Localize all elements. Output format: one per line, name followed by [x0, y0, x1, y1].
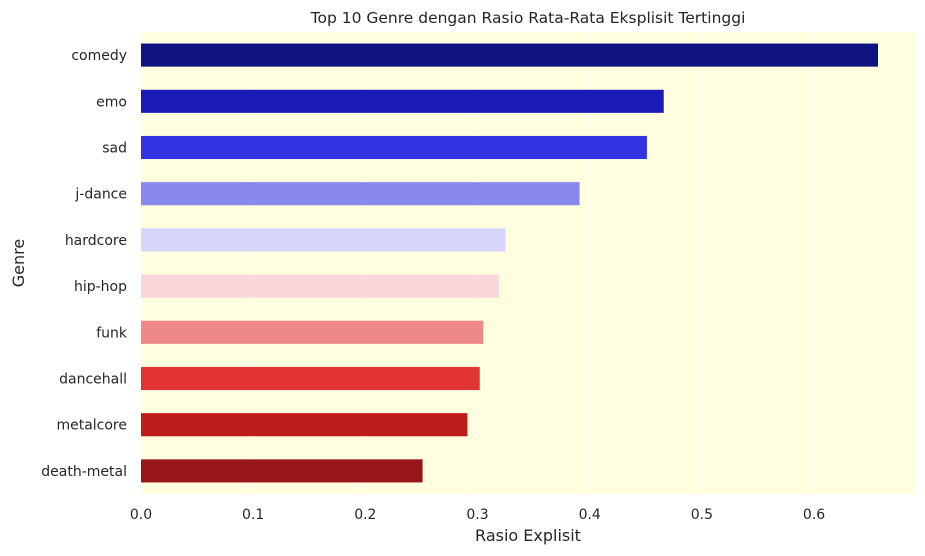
x-axis-label: Rasio Explisit — [475, 526, 581, 545]
x-tick-label: 0.5 — [691, 507, 713, 523]
y-tick-labels: comedy emo sad j-dance hardcore hip-hop funk da… — [41, 48, 128, 480]
bar-j-dance — [141, 182, 580, 206]
x-tick-labels: 0.0 0.1 0.2 0.3 0.4 0.5 0.6 — [130, 507, 825, 523]
y-tick-label: emo — [96, 94, 127, 110]
bar-sad — [141, 135, 647, 160]
y-tick-label: j-dance — [74, 187, 127, 203]
y-tick-label: dancehall — [59, 372, 127, 388]
bar-dancehall — [141, 366, 480, 391]
x-tick-label: 0.6 — [803, 507, 825, 523]
bar-emo — [141, 89, 664, 113]
bar-comedy — [141, 43, 878, 67]
bars — [141, 43, 878, 483]
chart-title: Top 10 Genre dengan Rasio Rata-Rata Eksp… — [310, 9, 746, 27]
y-axis-label: Genre — [9, 239, 28, 287]
x-tick-label: 0.4 — [579, 507, 601, 523]
y-tick-label: death-metal — [41, 464, 127, 480]
y-tick-label: metalcore — [56, 418, 127, 434]
x-tick-label: 0.0 — [130, 507, 152, 523]
x-tick-label: 0.3 — [466, 507, 488, 523]
bar-metalcore — [141, 413, 468, 437]
x-tick-label: 0.1 — [242, 507, 264, 523]
bar-hip-hop — [141, 274, 499, 298]
y-tick-label: sad — [102, 141, 127, 157]
y-tick-label: comedy — [71, 48, 127, 64]
bar-funk — [141, 320, 484, 344]
y-tick-label: hip-hop — [74, 279, 127, 295]
bar-death-metal — [141, 459, 423, 483]
y-tick-label: hardcore — [65, 233, 127, 249]
bar-hardcore — [141, 228, 506, 252]
x-tick-label: 0.2 — [354, 507, 376, 523]
y-tick-label: funk — [96, 325, 128, 341]
